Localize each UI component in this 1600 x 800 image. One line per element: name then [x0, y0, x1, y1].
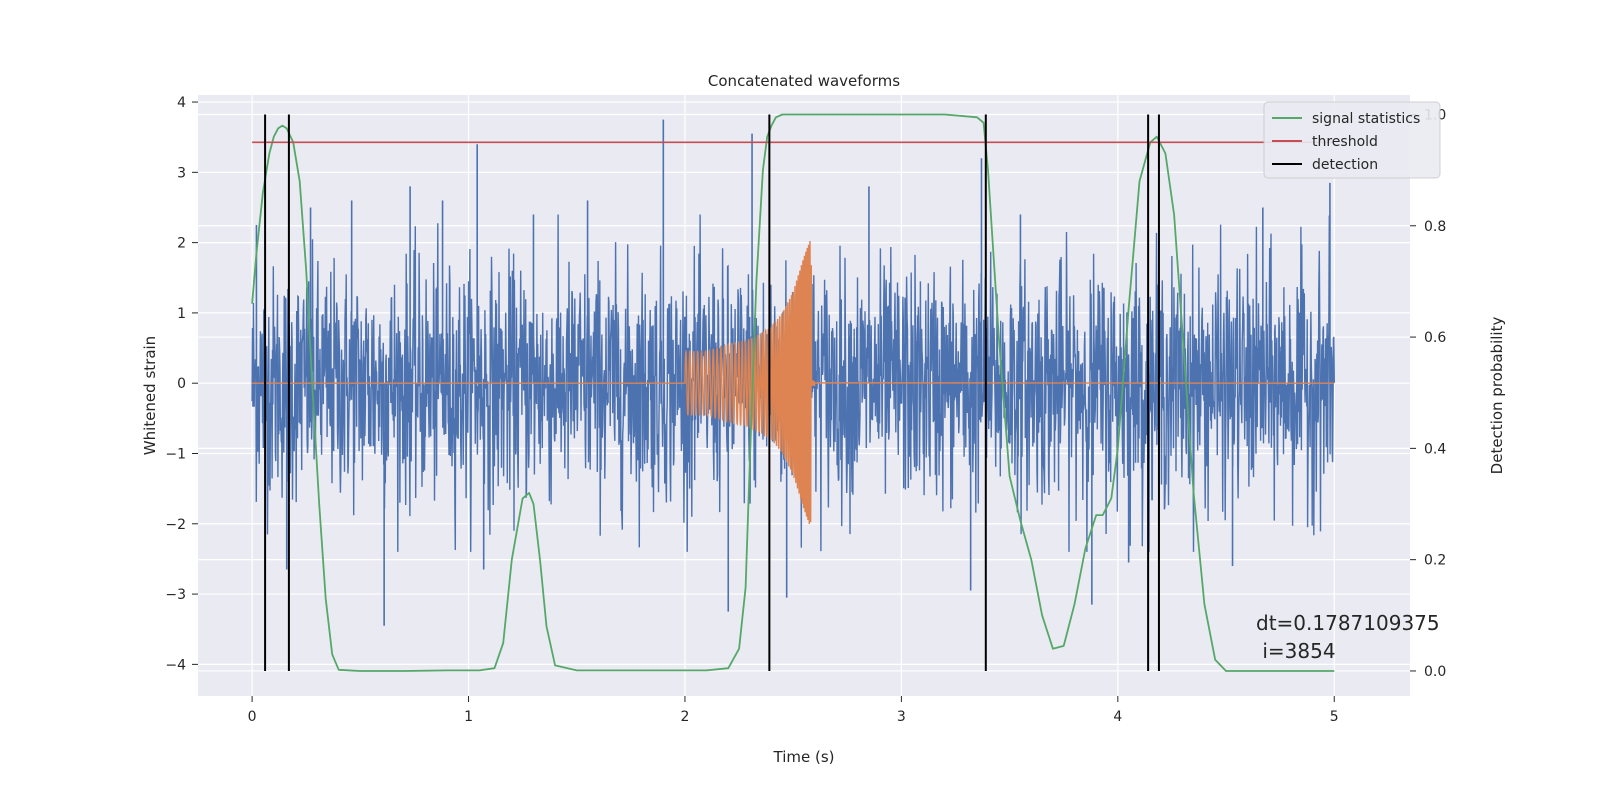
y-tick-label: 2	[177, 236, 186, 252]
y-tick-label: 3	[177, 165, 186, 181]
detection-lines	[264, 114, 1160, 671]
y-tick-label: 4	[177, 95, 186, 111]
legend-box	[1263, 101, 1441, 179]
y-tick-label: 0	[177, 376, 186, 392]
annotation-index: i=3854	[1256, 639, 1336, 663]
legend-label: detection	[1312, 157, 1378, 173]
x-tick-label: 1	[464, 709, 473, 725]
signal-statistics-line	[251, 113, 1335, 672]
annotation-dt: dt=0.1787109375	[1256, 611, 1440, 635]
chart-title: Concatenated waveforms	[708, 72, 900, 90]
legend: signal statistics threshold detection	[1263, 101, 1441, 179]
legend-label: threshold	[1312, 134, 1378, 150]
y2-tick-label: 0.8	[1424, 219, 1446, 235]
y2-tick-label: 0.4	[1424, 441, 1446, 457]
x-tick-label: 5	[1330, 709, 1339, 725]
y-tick-label: −4	[165, 657, 186, 673]
y-tick-label: 1	[177, 306, 186, 322]
legend-label: signal statistics	[1312, 111, 1420, 127]
x-tick-label: 2	[681, 709, 690, 725]
signal-statistics-series	[251, 113, 1335, 672]
x-tick-label: 4	[1113, 709, 1122, 725]
y2-tick-label: 0.6	[1424, 330, 1446, 346]
y2-tick-label: 0.2	[1424, 553, 1446, 569]
y-tick-label: −3	[165, 587, 186, 603]
y-tick-label: −1	[165, 446, 186, 462]
y-axis-label: Whitened strain	[141, 336, 159, 455]
injection-trace	[252, 240, 1335, 525]
x-tick-label: 0	[248, 709, 257, 725]
y2-axis-label: Detection probability	[1488, 317, 1506, 475]
y2-tick-label: 0.0	[1424, 664, 1446, 680]
x-tick-label: 3	[897, 709, 906, 725]
y-tick-label: −2	[165, 517, 186, 533]
x-axis-label: Time (s)	[773, 748, 835, 766]
injected-signal-series	[252, 240, 1335, 525]
